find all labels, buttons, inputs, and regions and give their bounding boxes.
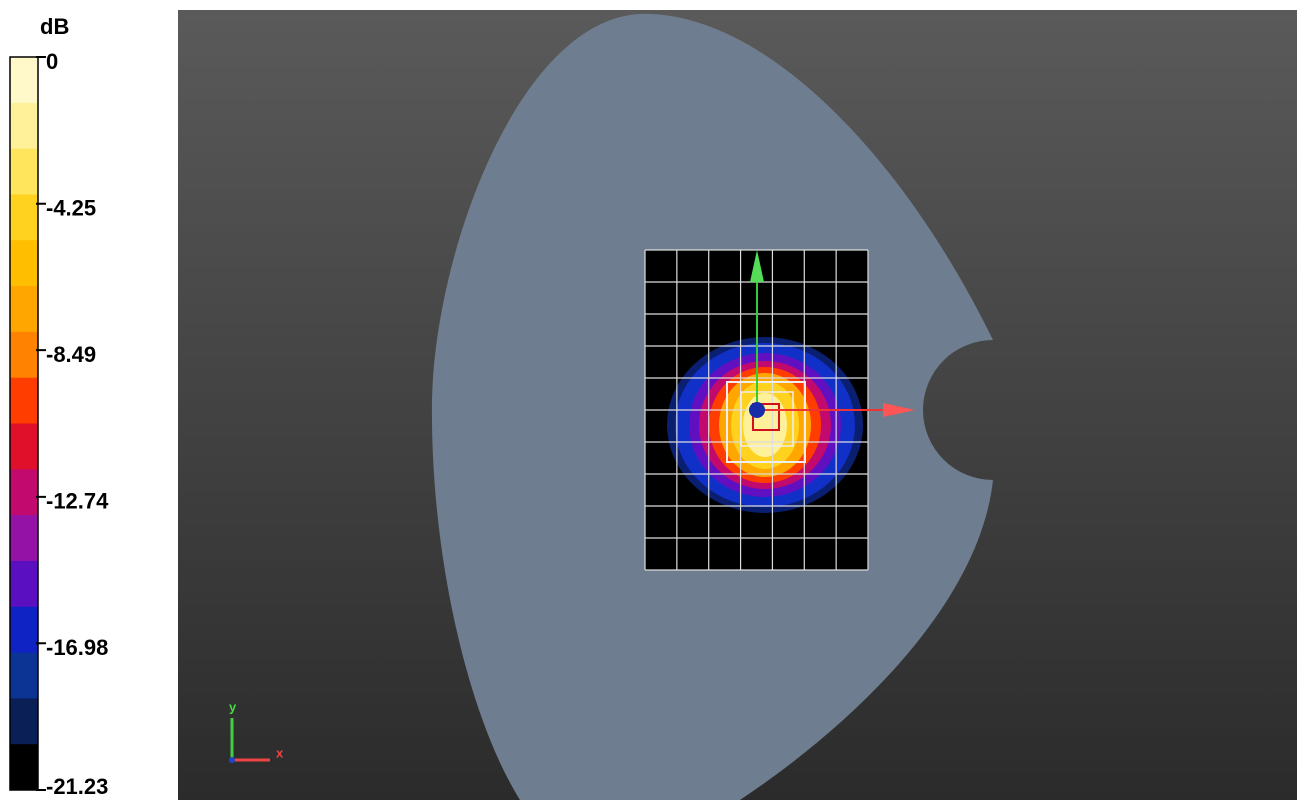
colorbar: 0 -4.25 -8.49 -12.74 -16.98 -21.23 (9, 49, 109, 799)
color-band (10, 148, 38, 195)
heat-map (667, 337, 863, 513)
tick-label: -12.74 (46, 489, 109, 514)
tick-label: -16.98 (46, 635, 108, 660)
color-band (10, 423, 38, 470)
tick-label: 0 (46, 49, 58, 74)
color-band (10, 331, 38, 379)
x-arrow-head (883, 403, 915, 417)
tick-label: -21.23 (46, 774, 108, 799)
tick-label: -4.25 (46, 196, 96, 221)
color-band (10, 698, 38, 745)
color-band (10, 240, 38, 287)
y-arrow-head (750, 250, 764, 282)
color-band (10, 194, 38, 241)
color-band (10, 515, 38, 562)
colorbar-unit: dB (40, 14, 69, 39)
zoom-box-inner (740, 391, 794, 447)
color-band (10, 560, 38, 608)
triad-z (229, 757, 235, 763)
color-band (10, 469, 38, 516)
triad-x-label: x (276, 745, 284, 760)
zoom-box (726, 381, 806, 463)
color-band (10, 57, 38, 104)
color-band (10, 102, 38, 150)
tick-label: -8.49 (46, 342, 96, 367)
color-band (10, 606, 38, 654)
color-band (10, 377, 38, 424)
colorbar-frame (9, 56, 39, 791)
color-band (10, 286, 38, 333)
peak-box (752, 403, 780, 431)
origin (749, 402, 765, 418)
color-band (10, 744, 38, 791)
color-band (10, 652, 38, 699)
triad-y-label: y (229, 699, 237, 714)
